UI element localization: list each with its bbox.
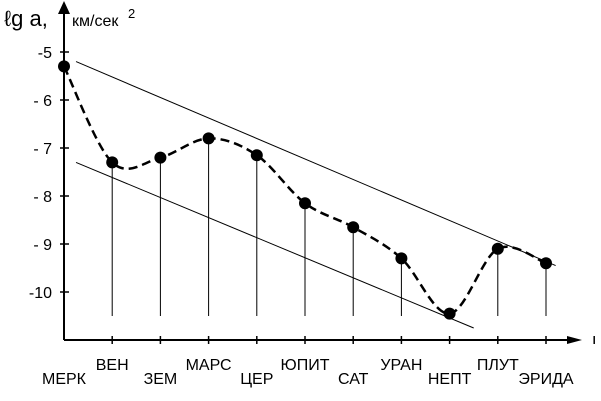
y-axis-label: ℓg a, bbox=[4, 6, 48, 31]
y-tick-label: - 7 bbox=[33, 141, 52, 158]
series bbox=[62, 65, 547, 315]
trend-line-upper bbox=[75, 61, 556, 267]
y-axis-unit: км/сек bbox=[72, 13, 119, 30]
axes bbox=[58, 1, 582, 344]
trend-lines bbox=[75, 61, 556, 329]
data-point-УРАН bbox=[395, 252, 408, 265]
x-category-label: ЗЕМ bbox=[144, 371, 178, 388]
x-category-label: ЦЕР bbox=[240, 371, 273, 388]
y-tick-label: - 6 bbox=[33, 93, 52, 110]
y-axis-arrow bbox=[58, 1, 70, 14]
data-points bbox=[58, 60, 552, 320]
series-line bbox=[62, 65, 547, 315]
y-tick-label: - 9 bbox=[33, 237, 52, 254]
x-category-label: УРАН bbox=[380, 357, 422, 374]
y-tick-label: -5 bbox=[38, 45, 52, 62]
data-point-НЕПТ bbox=[443, 307, 456, 320]
data-point-ЗЕМ bbox=[154, 151, 167, 164]
x-ticks bbox=[111, 336, 595, 344]
data-point-МЕРК bbox=[58, 60, 70, 73]
data-point-ЭРИДА bbox=[540, 257, 552, 270]
x-category-label: ЭРИДА bbox=[518, 371, 574, 388]
y-tick-label: - 8 bbox=[33, 189, 52, 206]
data-point-САТ bbox=[347, 221, 360, 234]
y-ticks: -5 - 6 - 7 - 8 - 9 -10 bbox=[29, 45, 69, 302]
data-point-ПЛУТ bbox=[491, 242, 504, 255]
x-category-label: МЕРК bbox=[42, 371, 87, 388]
x-category-label: САТ bbox=[338, 371, 369, 388]
x-category-label: ЮПИТ bbox=[281, 357, 330, 374]
x-category-label: ВЕН bbox=[96, 357, 129, 374]
y-axis-title: ℓg a, км/сек 2 bbox=[4, 6, 135, 31]
y-tick-label: -10 bbox=[29, 285, 52, 302]
data-point-МАРС bbox=[202, 132, 215, 145]
data-point-ВЕН bbox=[106, 156, 119, 169]
x-category-label: МАРС bbox=[186, 357, 232, 374]
data-point-ЦЕР bbox=[250, 149, 263, 162]
category-labels: МЕРК ВЕН ЗЕМ МАРС ЦЕР ЮПИТ САТ УРАН НЕПТ ПЛУТЭРИД… bbox=[42, 357, 574, 388]
y-axis-unit-exponent: 2 bbox=[128, 6, 135, 21]
trend-line-lower bbox=[75, 161, 474, 329]
x-axis-arrow bbox=[567, 336, 582, 344]
x-category-label: ПЛУТ bbox=[477, 357, 519, 374]
x-category-label: НЕПТ bbox=[428, 371, 472, 388]
drop-lines bbox=[111, 138, 547, 316]
data-point-ЮПИТ bbox=[299, 197, 311, 210]
